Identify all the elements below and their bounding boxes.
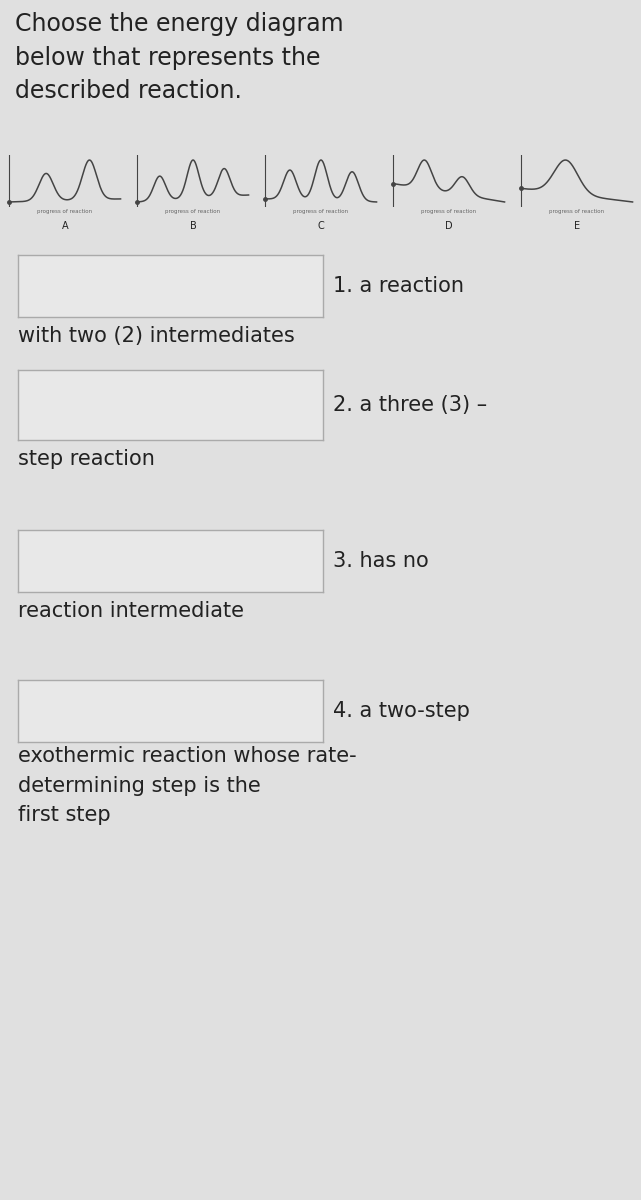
Text: step reaction: step reaction	[18, 449, 155, 469]
Text: D: D	[445, 221, 453, 230]
Text: Choose the energy diagram
below that represents the
described reaction.: Choose the energy diagram below that rep…	[15, 12, 344, 103]
Text: E: E	[574, 221, 580, 230]
Text: 4. a two-step: 4. a two-step	[333, 701, 470, 721]
Text: progress of reaction: progress of reaction	[549, 210, 604, 215]
Text: with two (2) intermediates: with two (2) intermediates	[18, 326, 295, 346]
Text: 2. a three (3) –: 2. a three (3) –	[333, 395, 487, 415]
Text: 3. has no: 3. has no	[333, 551, 429, 571]
Text: 1. a reaction: 1. a reaction	[333, 276, 464, 296]
Text: B: B	[190, 221, 196, 230]
Text: progress of reaction: progress of reaction	[37, 210, 92, 215]
Text: progress of reaction: progress of reaction	[421, 210, 476, 215]
Text: progress of reaction: progress of reaction	[165, 210, 221, 215]
Text: progress of reaction: progress of reaction	[294, 210, 349, 215]
Text: A: A	[62, 221, 69, 230]
Text: C: C	[318, 221, 324, 230]
Text: reaction intermediate: reaction intermediate	[18, 601, 244, 622]
Text: exothermic reaction whose rate-
determining step is the
first step: exothermic reaction whose rate- determin…	[18, 746, 356, 826]
